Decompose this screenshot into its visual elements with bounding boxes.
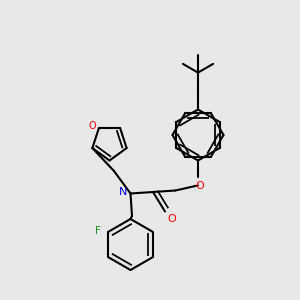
Text: F: F (95, 226, 101, 236)
Text: N: N (118, 187, 127, 197)
Text: O: O (167, 214, 176, 224)
Text: O: O (195, 181, 204, 190)
Text: O: O (88, 122, 96, 131)
